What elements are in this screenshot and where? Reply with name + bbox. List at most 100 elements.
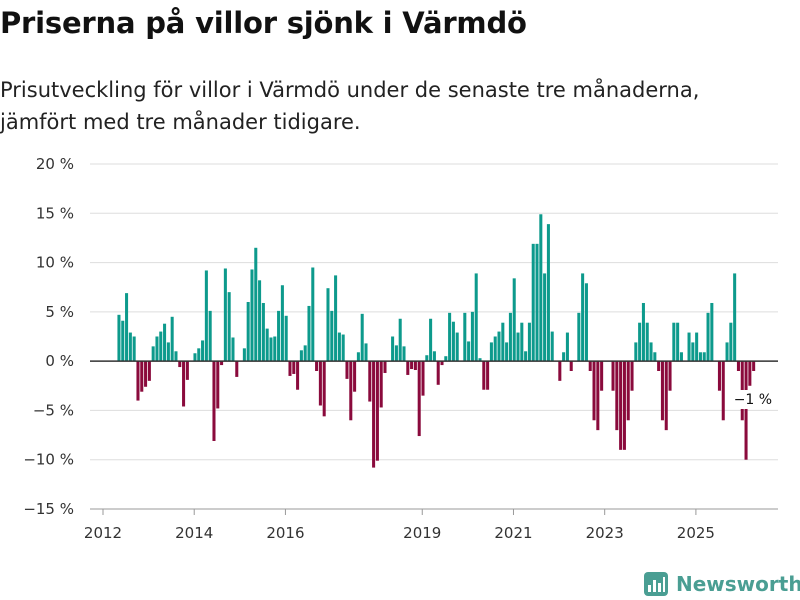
bar [144,361,148,387]
bar [592,361,596,421]
bar [227,292,231,362]
bar [657,361,661,371]
bar [140,361,144,392]
bar [660,361,664,421]
bar [193,353,197,362]
bar [501,322,505,362]
bar [292,361,296,374]
x-tick-label: 2021 [494,524,532,542]
bar [315,361,319,371]
brand-name: Newsworthy [676,572,800,596]
bar [269,337,273,362]
bar [136,361,140,401]
bar [212,361,216,441]
bar [729,322,733,362]
bar [524,351,528,362]
bar [691,342,695,362]
bar [163,323,167,362]
bar [463,312,467,362]
bar [444,356,448,362]
bar [687,332,691,362]
bar [752,361,756,371]
chart-subtitle: Prisutveckling för villor i Värmdö under… [0,78,700,134]
bar [273,336,277,362]
bar [330,310,334,362]
bar [299,350,303,362]
bar [577,312,581,362]
bar [432,351,436,362]
bar [600,361,604,391]
bar [147,361,151,381]
bar [185,361,189,380]
bar [391,336,395,362]
bar [379,361,383,408]
bar [474,273,478,362]
bar [706,312,710,362]
chart-title: Priserna på villor sjönk i Värmdö [0,6,527,40]
bar [676,322,680,362]
bar [626,361,630,421]
bar [345,361,349,379]
bar [204,270,208,362]
bar [353,361,357,392]
bar [307,305,311,362]
bar [383,361,387,373]
bar [736,361,740,371]
bar [334,275,338,362]
bar [436,361,440,385]
bar [695,332,699,362]
bar [303,345,307,362]
y-tick-label: 0 % [45,352,74,370]
y-tick-label: −15 % [23,500,74,518]
bar [615,361,619,431]
bar [182,361,186,407]
bar [311,267,315,362]
bar [250,269,254,362]
bar [398,318,402,362]
bar [717,361,721,391]
bar [482,361,486,390]
bar [208,310,212,362]
brand-logo: Newsworthy [644,569,800,599]
bar [493,336,497,362]
bar [664,361,668,431]
x-tick-label: 2023 [586,524,624,542]
bar [641,302,645,362]
bar [653,352,657,362]
bar [417,361,421,437]
bar [486,361,490,390]
y-tick-label: 20 % [36,155,74,173]
bar [470,311,474,362]
bar [451,321,455,362]
bar [277,310,281,362]
bar [558,361,562,381]
bar [508,312,512,362]
annotations: −1 % [730,390,772,409]
bar [531,243,535,362]
bar [421,361,425,396]
bar [478,358,482,362]
bar [425,355,429,362]
bar [356,352,360,362]
bar [368,361,372,402]
last-value-label-bg [730,390,771,409]
bar [231,337,235,362]
y-tick-label: 5 % [45,303,74,321]
y-tick-label: −10 % [23,451,74,469]
bar [698,352,702,362]
bar [539,214,543,362]
bar [581,273,585,362]
bar [284,315,288,362]
y-tick-label: 10 % [36,254,74,272]
x-tick-label: 2016 [266,524,304,542]
bar [565,332,569,362]
bar [619,361,623,450]
bar [455,332,459,362]
y-tick-label: 15 % [36,204,74,222]
bar [125,293,129,362]
x-tick-label: 2025 [677,524,715,542]
last-value-label: −1 % [734,392,772,408]
bar [337,332,341,362]
bar [702,352,706,362]
bar [280,285,284,362]
